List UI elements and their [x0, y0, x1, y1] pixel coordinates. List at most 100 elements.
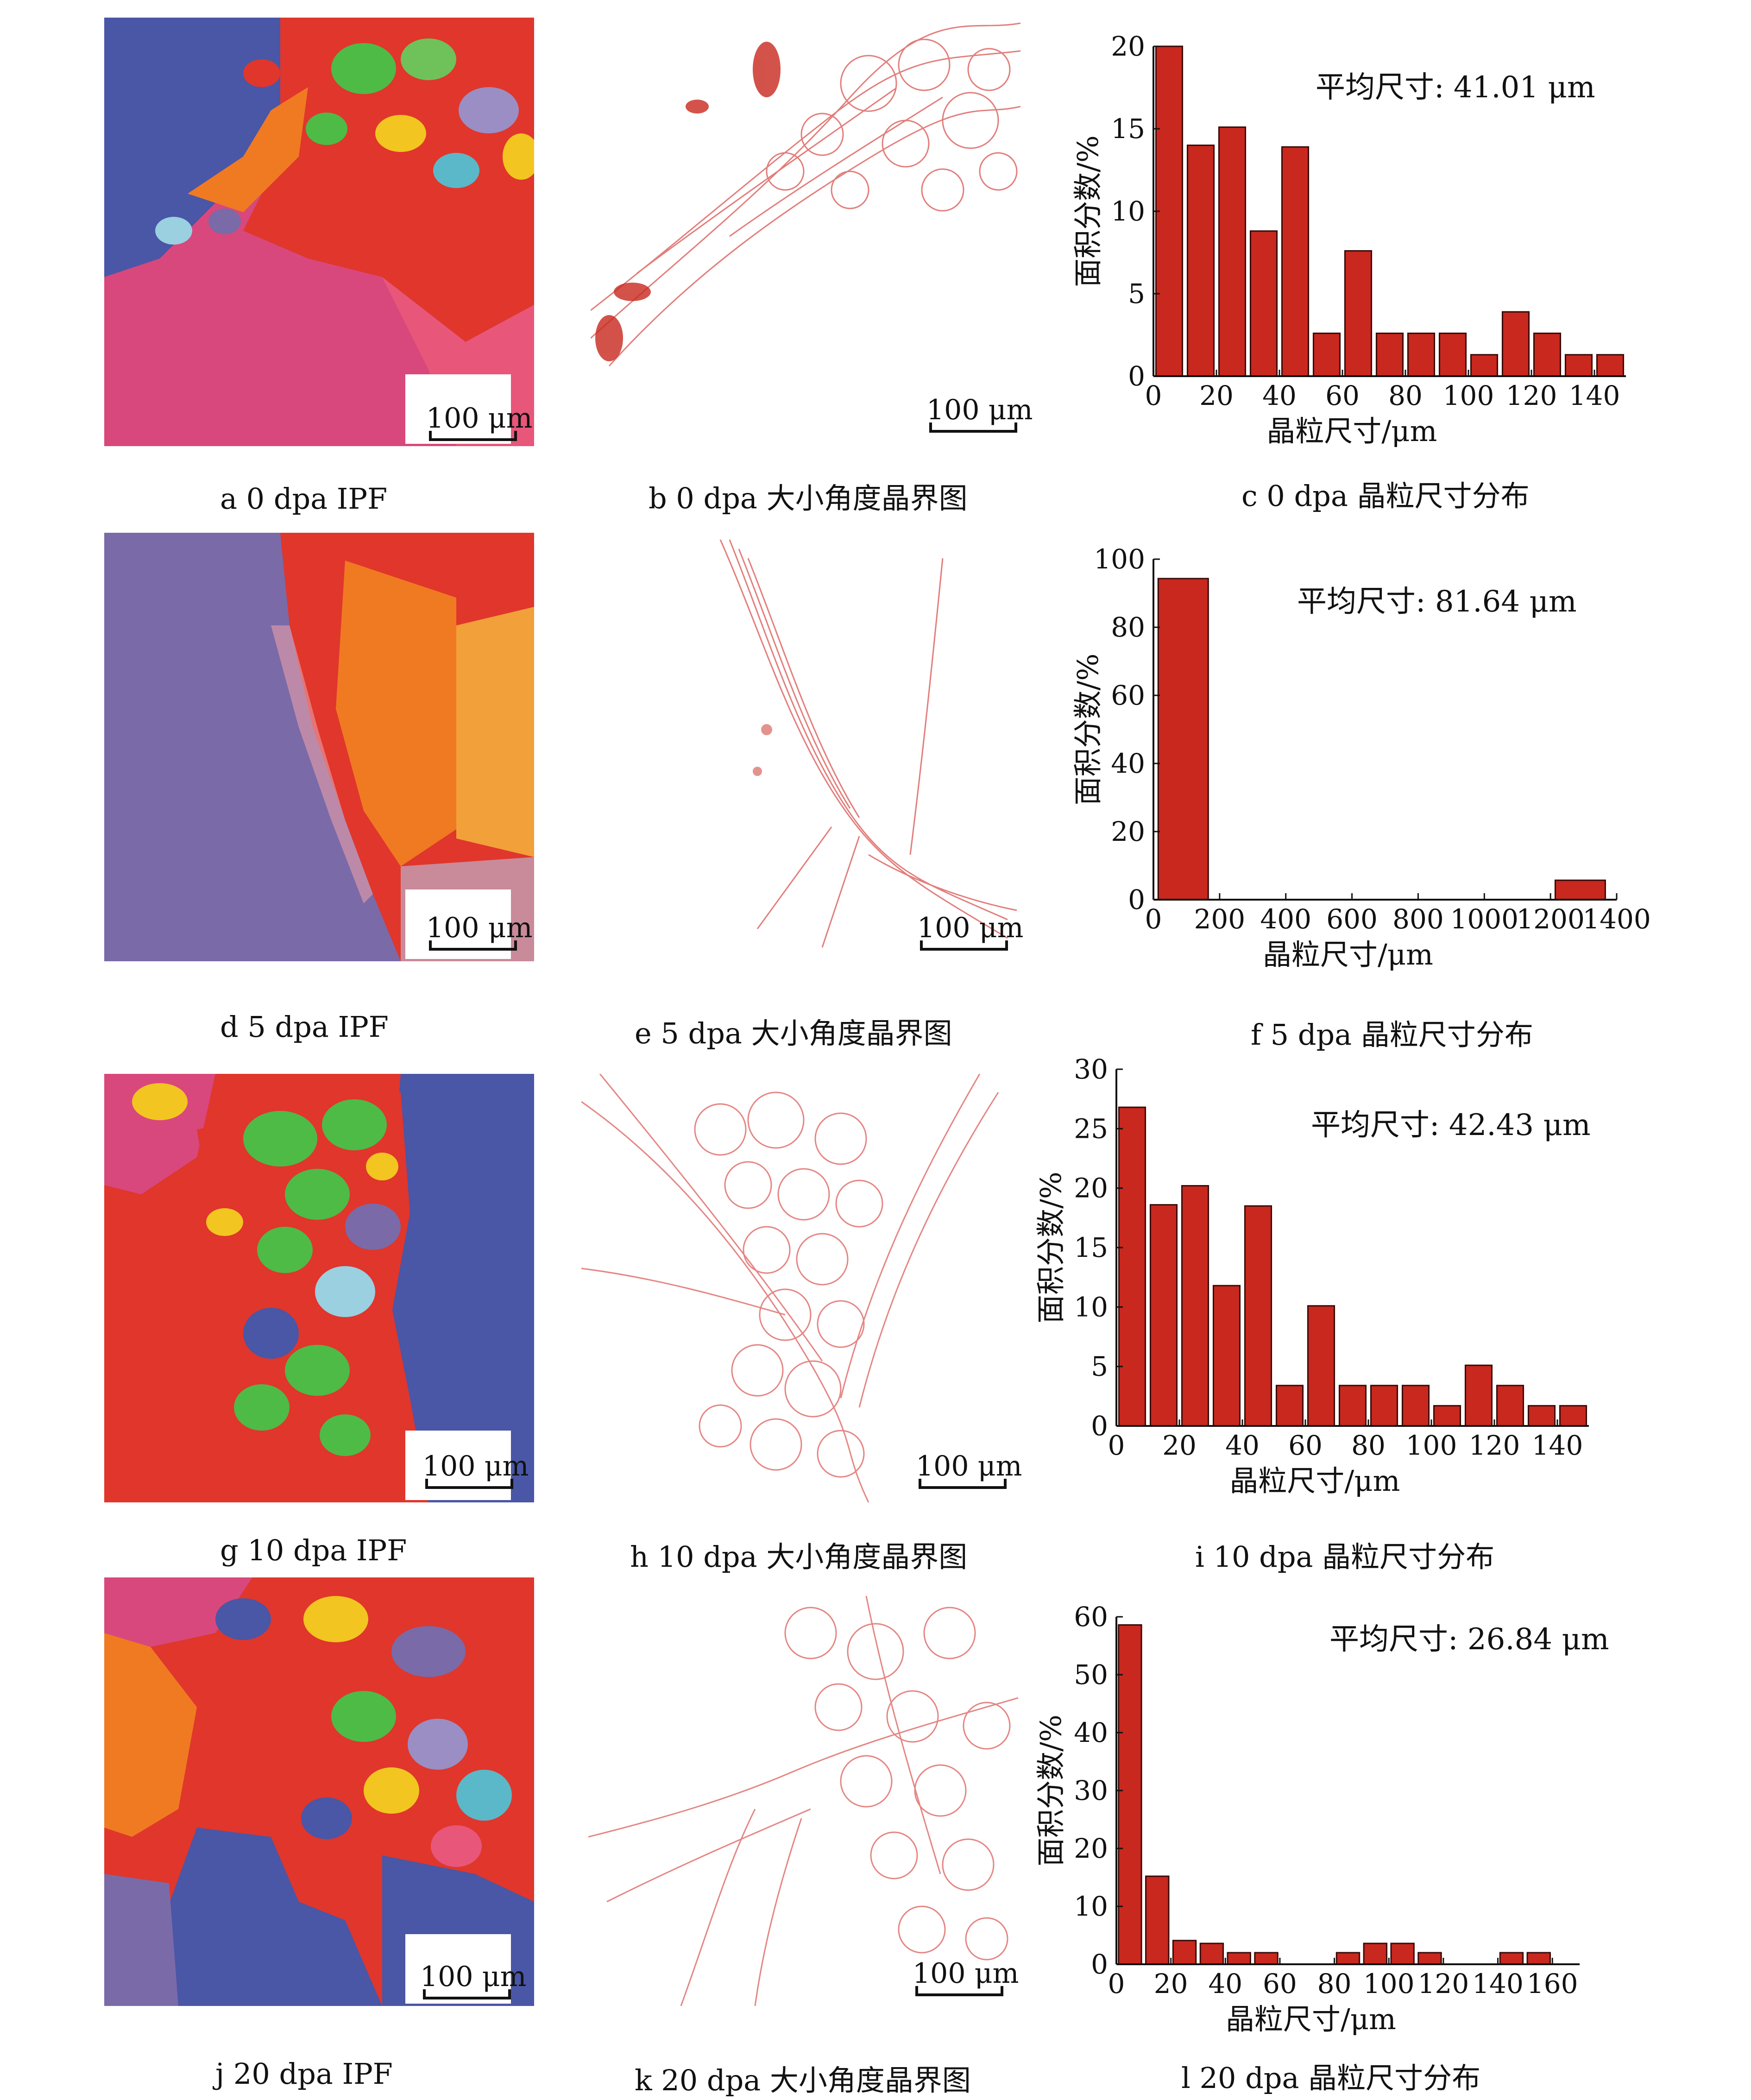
histogram-bar	[1407, 332, 1436, 377]
y-tick-label: 40	[1111, 748, 1145, 779]
scale-bar-k: 100 μm	[912, 1957, 1019, 2008]
y-axis-label: 面积分数/%	[1034, 1172, 1068, 1324]
caption-c: c 0 dpa 晶粒尺寸分布	[1241, 479, 1530, 513]
scale-bar-line	[429, 438, 517, 441]
histogram-bar	[1181, 1185, 1209, 1427]
histogram-bar	[1227, 1952, 1251, 1965]
scale-bar-tick	[429, 940, 432, 951]
histogram-bar	[1149, 1204, 1178, 1427]
y-tick-label: 80	[1111, 612, 1145, 643]
histogram-bar	[1118, 1106, 1146, 1427]
x-tick-label: 20	[1199, 380, 1234, 411]
scale-bar-tick	[1014, 423, 1017, 433]
histogram-bar	[1155, 45, 1184, 377]
x-tick-label: 140	[1472, 1968, 1524, 1999]
y-tick-label: 20	[1074, 1173, 1108, 1204]
x-tick-label: 0	[1108, 1430, 1125, 1461]
x-tick-label: 20	[1162, 1430, 1197, 1461]
scale-bar-tick	[915, 1986, 918, 1996]
x-tick-label: 80	[1317, 1968, 1352, 1999]
histogram-bar	[1186, 145, 1215, 377]
x-tick-label: 80	[1351, 1430, 1386, 1461]
scale-bar-line	[425, 1486, 513, 1489]
scale-bar-tick	[1005, 940, 1008, 951]
x-tick-label: 200	[1194, 903, 1245, 935]
caption-l: l 20 dpa 晶粒尺寸分布	[1181, 2061, 1481, 2095]
scale-bar-j: 100 μm	[419, 1961, 526, 2012]
x-axis-label: 晶粒尺寸/μm	[1229, 1464, 1400, 1498]
scale-bar-tick	[929, 423, 932, 433]
x-tick-label: 20	[1154, 1968, 1188, 1999]
histogram-bar	[1533, 332, 1562, 377]
y-tick-label: 30	[1074, 1056, 1108, 1085]
histogram-bar	[1370, 1385, 1398, 1427]
y-tick-label: 0	[1091, 1410, 1108, 1442]
caption-e: e 5 dpa 大小角度晶界图	[635, 1016, 952, 1050]
scale-bar-line	[929, 430, 1017, 433]
x-tick-label: 80	[1388, 380, 1423, 411]
scale-bar-d: 100 μm	[425, 912, 532, 963]
chart-grain-size-10dpa: 0 20 40 60 80 100 120 140 0 5 10 15 20 25 30 晶粒尺寸/μm 面积分…	[1033, 1056, 1635, 1533]
histogram-bar	[1312, 332, 1341, 377]
x-axis-label: 晶粒尺寸/μm	[1263, 938, 1433, 971]
histogram-bar	[1554, 879, 1606, 901]
scale-bar-label: 100 μm	[916, 1450, 1022, 1482]
scale-bar-tick	[1001, 1986, 1003, 1996]
x-tick-label: 60	[1288, 1430, 1323, 1461]
caption-b: b 0 dpa 大小角度晶界图	[649, 481, 968, 515]
histogram-bar	[1390, 1942, 1415, 1965]
grain-boundary-map-20dpa-image	[588, 1577, 1018, 2006]
scale-bar-label: 100 μm	[426, 402, 533, 435]
scale-bar-line	[920, 948, 1008, 951]
histogram-bar	[1157, 578, 1209, 901]
histogram-bar	[1363, 1942, 1388, 1965]
scale-bar-line	[915, 1993, 1003, 1996]
caption-i: i 10 dpa 晶粒尺寸分布	[1195, 1540, 1495, 1574]
y-tick-label: 10	[1111, 195, 1145, 227]
y-tick-label: 100	[1094, 543, 1145, 575]
scale-bar-line	[429, 948, 517, 951]
scale-bar-tick	[423, 1989, 426, 1999]
caption-f: f 5 dpa 晶粒尺寸分布	[1251, 1018, 1533, 1052]
histogram-bar	[1433, 1405, 1461, 1427]
histogram-bar	[1344, 250, 1373, 377]
y-tick-label: 20	[1111, 816, 1145, 847]
histogram-bar	[1254, 1952, 1279, 1965]
grain-boundary-map-10dpa-image	[581, 1074, 1011, 1502]
y-axis-label: 面积分数/%	[1071, 654, 1105, 806]
y-tick-label: 5	[1091, 1351, 1108, 1382]
scale-bar-tick	[919, 1479, 921, 1489]
scale-bar-tick	[920, 940, 923, 951]
y-axis-label: 面积分数/%	[1034, 1715, 1068, 1867]
ipf-map-10dpa	[104, 1074, 534, 1502]
y-tick-label: 15	[1111, 113, 1145, 145]
histogram-bar	[1526, 1952, 1551, 1965]
mean-size-annotation: 平均尺寸: 42.43 μm	[1311, 1108, 1591, 1142]
scale-bar-tick	[1004, 1479, 1007, 1489]
ipf-map-5dpa	[104, 533, 534, 961]
x-axis-label: 晶粒尺寸/μm	[1266, 414, 1437, 448]
y-tick-label: 0	[1128, 360, 1145, 392]
ipf-map-20dpa	[104, 1577, 534, 2006]
x-tick-label: 140	[1569, 380, 1620, 411]
histogram-bar	[1499, 1952, 1524, 1965]
histogram-bar	[1559, 1405, 1587, 1427]
x-tick-label: 120	[1469, 1430, 1520, 1461]
histogram-bar	[1464, 1364, 1493, 1427]
histogram-bar	[1335, 1952, 1360, 1965]
grain-boundary-map-5dpa	[591, 530, 1020, 959]
chart-grain-size-0dpa: 0 20 40 60 80 100 120 140 0 5 10 15 20 晶粒尺寸/μm 面积分数/% 平…	[1070, 9, 1672, 473]
ipf-map-20dpa-image	[104, 1577, 534, 2006]
scale-bar-label: 100 μm	[913, 1957, 1019, 1990]
x-tick-label: 100	[1443, 380, 1494, 411]
chart-grain-size-5dpa: 0 200 400 600 800 1000 1200 1400 0 20 40 60 80 100 晶粒尺…	[1070, 533, 1672, 996]
scale-bar-tick	[508, 1989, 511, 1999]
x-tick-label: 100	[1363, 1968, 1415, 1999]
histogram-bar	[1249, 230, 1278, 377]
mean-size-annotation: 平均尺寸: 41.01 μm	[1316, 70, 1595, 105]
y-tick-label: 15	[1074, 1232, 1108, 1263]
y-tick-label: 25	[1074, 1113, 1108, 1144]
x-tick-label: 1400	[1582, 903, 1651, 935]
histogram-bar	[1375, 332, 1404, 377]
histogram-bar	[1496, 1385, 1524, 1427]
